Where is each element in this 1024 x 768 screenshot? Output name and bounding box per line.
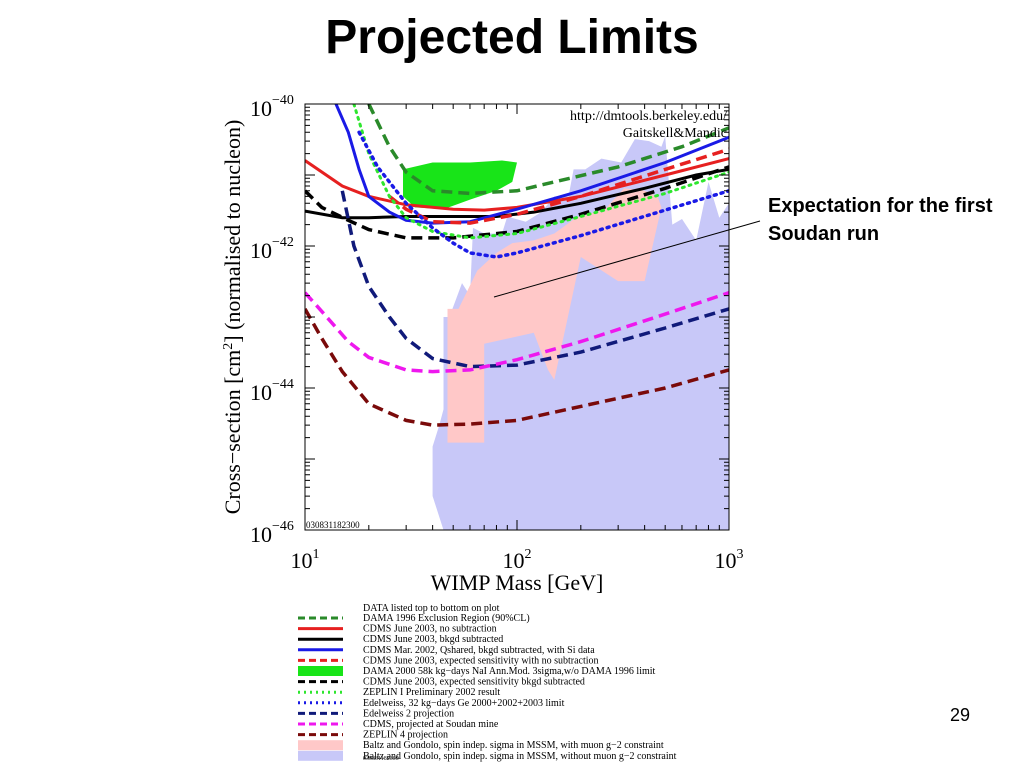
legend-label: DAMA 1996 Exclusion Region (90%CL): [363, 613, 530, 624]
legend-label: CDMS, projected at Soudan mine: [363, 719, 499, 730]
source-authors: Gaitskell&Mandic: [623, 126, 727, 141]
x-tick-label: 101: [291, 547, 320, 573]
series-cdms-projected-at-soudan-mine: [305, 291, 729, 374]
source-url: http://dmtools.berkeley.edu/: [570, 109, 727, 124]
page-number: 29: [950, 705, 971, 725]
y-tick-label: 10−44: [250, 377, 294, 405]
slide-title: Projected Limits: [325, 11, 699, 64]
y-axis-label: Cross−section [cm2] (normalised to nucle…: [220, 120, 245, 515]
legend-label: CDMS June 2003, expected sensitivity bkg…: [363, 677, 585, 688]
legend-label: CDMS June 2003, expected sensitivity wit…: [363, 655, 599, 666]
y-tick-label: 10−42: [250, 235, 294, 263]
legend-label: CDMS June 2003, bkgd subtracted: [363, 634, 503, 645]
series-zeplin-4-projection: [305, 308, 729, 427]
legend-label: ZEPLIN I Preliminary 2002 result: [363, 687, 500, 698]
y-tick-label: 10−40: [250, 93, 294, 121]
x-tick-label: 102: [503, 547, 532, 573]
legend-label: ZEPLIN 4 projection: [363, 730, 448, 741]
series-cdms-june-2003-expected-sensitivity-with-no-subtraction: [388, 147, 729, 225]
series-zeplin-i-preliminary-2002-result: [352, 104, 729, 240]
series-edelweiss-32-kg-days-ge-2000-2002-2003-limit: [357, 130, 729, 259]
legend-label: CDMS June 2003, no subtraction: [363, 624, 497, 635]
series-cdms-june-2003-expected-sensitivity-bkgd-subtracted: [305, 165, 729, 240]
legend-label: Baltz and Gondolo, spin indep. sigma in …: [363, 751, 677, 762]
callout-pointer: [493, 220, 761, 298]
tick-label-layer: 101 102 103 10−40 10−42 10−44 10−46: [250, 93, 744, 573]
legend-label: Baltz and Gondolo, spin indep. sigma in …: [363, 740, 664, 751]
x-axis-label: WIMP Mass [GeV]: [431, 570, 604, 595]
series-dama-1996-exclusion-region-90-cl: [367, 104, 729, 196]
legend-label: CDMS Mar. 2002, Qshared, bkgd subtracted…: [363, 645, 595, 656]
region-baltz-and-gondolo-with-muon-g-2: [447, 188, 662, 443]
legend-label: Edelweiss, 32 kg−days Ge 2000+2002+2003 …: [363, 698, 565, 709]
series-cdms-june-2003-bkgd-subtracted: [305, 167, 729, 220]
tick-layer: [304, 104, 729, 531]
x-tick-label: 103: [715, 547, 744, 573]
series-cdms-june-2003-no-subtraction: [305, 157, 729, 212]
legend-swatch: [298, 666, 343, 676]
series-edelweiss-2-projection: [340, 190, 729, 369]
plot-id: 030831182300: [306, 520, 360, 530]
legend-footer-id: 030831182300: [363, 756, 399, 762]
legend-swatch: [298, 740, 343, 751]
legend-label: Edelweiss 2 projection: [363, 708, 454, 719]
series-layer: [305, 104, 729, 427]
callout-text: Expectation for the first Soudan run: [768, 195, 993, 245]
legend-swatch: [298, 750, 343, 761]
region-dama-2000-nai-ann-mod: [403, 160, 517, 210]
series-cdms-mar-2002-qshared-bkgd-subtracted-with-si-data: [334, 104, 729, 225]
legend-header: DATA listed top to bottom on plot: [363, 603, 500, 614]
y-tick-label: 10−46: [250, 519, 294, 547]
legend-label: DAMA 2000 58k kg−days NaI Ann.Mod. 3sigm…: [363, 666, 656, 677]
